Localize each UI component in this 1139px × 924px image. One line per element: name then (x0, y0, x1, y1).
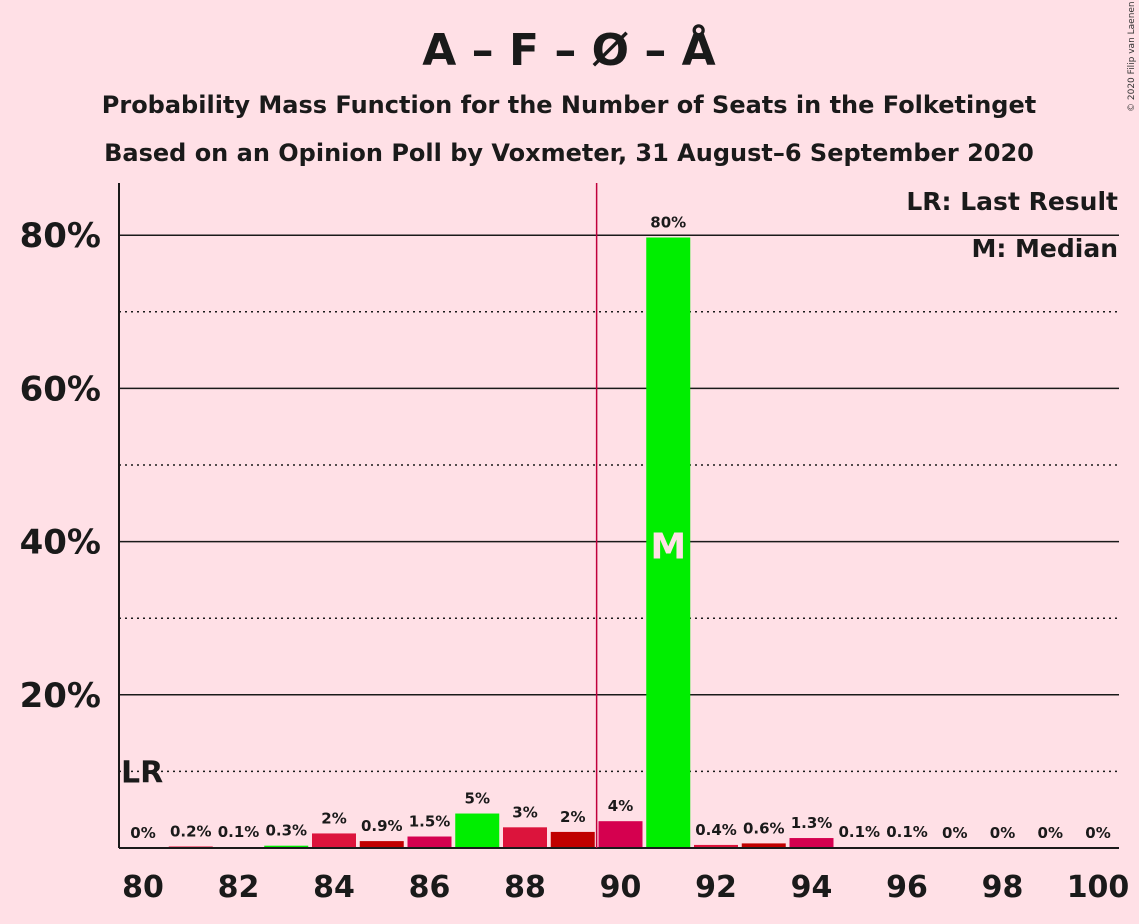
chart-subtitle-1: Probability Mass Function for the Number… (102, 91, 1036, 119)
bar-value-label: 0.1% (218, 823, 260, 841)
bar-value-label: 0.4% (695, 821, 737, 839)
y-tick-label: 60% (20, 369, 101, 409)
bar-seats-94 (789, 838, 834, 848)
legend-last-result: LR: Last Result (906, 187, 1118, 216)
bar-seats-92 (694, 844, 738, 848)
bar-seats-89 (550, 831, 595, 848)
bar-value-label: 0% (1085, 824, 1110, 842)
bar-value-label: 2% (321, 809, 346, 827)
bar-value-label: 80% (650, 213, 686, 231)
bar-seats-85 (359, 841, 404, 848)
x-tick-label: 92 (695, 870, 737, 905)
bar-seats-84 (312, 833, 356, 848)
x-tick-label: 94 (791, 870, 833, 905)
bar-value-label: 0.2% (170, 822, 212, 840)
chart-subtitle-2: Based on an Opinion Poll by Voxmeter, 31… (104, 139, 1034, 167)
x-tick-label: 100 (1067, 870, 1130, 905)
bar-seats-90 (598, 821, 643, 848)
bar-value-label: 0.3% (265, 822, 307, 840)
bar-value-label: 0.6% (743, 819, 785, 837)
x-tick-label: 84 (313, 870, 355, 905)
bar-seats-88 (503, 827, 547, 848)
y-axis-ticks: 20% 40% 60% 80% (20, 216, 101, 716)
bar-value-label: 0% (1038, 824, 1063, 842)
bar-value-label: 4% (608, 797, 633, 815)
bar-seats-83 (264, 845, 309, 848)
bar-value-label: 0.1% (886, 823, 928, 841)
last-result-label: LR (121, 755, 163, 790)
legend-median: M: Median (971, 234, 1118, 263)
copyright-notice: © 2020 Filip van Laenen (1127, 1, 1137, 112)
x-tick-label: 98 (982, 870, 1024, 905)
x-tick-label: 90 (600, 870, 642, 905)
gridlines (119, 234, 1119, 773)
bar-value-label: 1.5% (409, 813, 451, 831)
median-label: M (650, 526, 686, 567)
bar-value-label: 0% (990, 824, 1015, 842)
x-tick-label: 82 (218, 870, 260, 905)
bar-value-label: 0.1% (838, 823, 880, 841)
bar-seats-93 (741, 843, 786, 848)
y-tick-label: 40% (20, 523, 101, 563)
x-tick-label: 86 (409, 870, 451, 905)
y-tick-label: 80% (20, 216, 101, 256)
y-tick-label: 20% (20, 676, 101, 716)
bar-value-label: 0% (130, 824, 155, 842)
bar-seats-91 (646, 237, 691, 849)
x-tick-label: 88 (504, 870, 546, 905)
bar-seats-86 (407, 836, 452, 848)
bar-value-label: 1.3% (791, 814, 833, 832)
x-axis-ticks: 80 82 84 86 88 90 92 94 96 98 100 (122, 870, 1129, 905)
bar-value-label: 5% (465, 790, 490, 808)
bar-value-label: 0% (942, 824, 967, 842)
bar-value-labels: 0% 0.2% 0.1% 0.3% 2% 0.9% 1.5% 5% 3% 2% 4% 80% 0.4% 0… (130, 213, 1110, 842)
bar-value-label: 0.9% (361, 817, 403, 835)
chart-title: A – F – Ø – Å (422, 23, 715, 76)
x-tick-label: 96 (886, 870, 928, 905)
bar-value-label: 3% (512, 803, 537, 821)
bar-seats-87 (455, 813, 500, 848)
bars (168, 237, 929, 849)
x-tick-label: 80 (122, 870, 164, 905)
bar-value-label: 2% (560, 808, 585, 826)
